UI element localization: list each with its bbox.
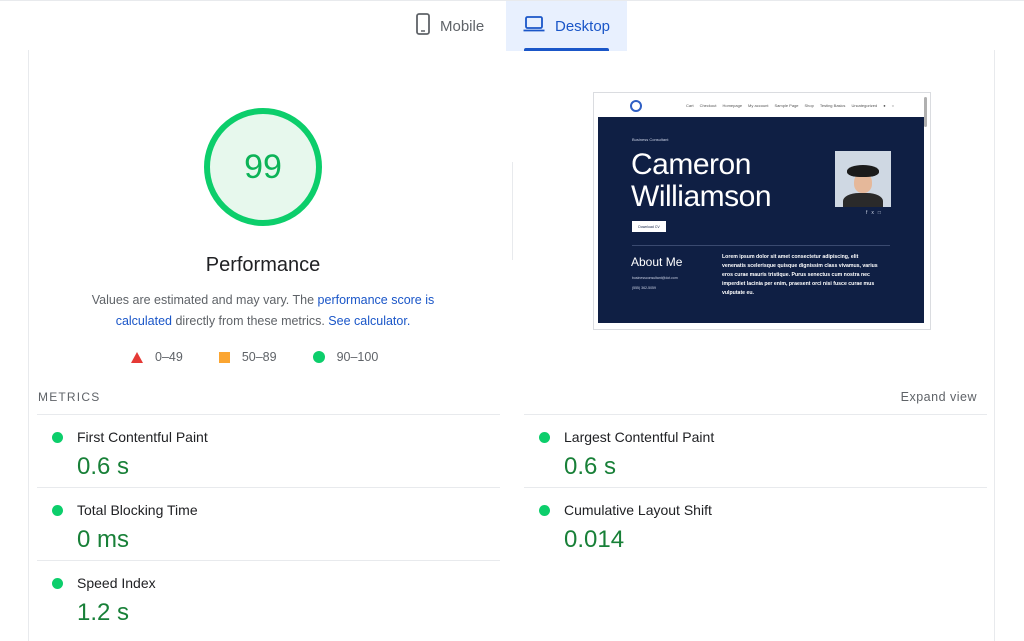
thumb-scrollbar bbox=[924, 97, 927, 127]
score-legend: 0–49 50–89 90–100 bbox=[131, 350, 378, 364]
thumb-portrait-face bbox=[854, 173, 872, 193]
green-circle-icon bbox=[52, 505, 63, 516]
metric-value: 0.6 s bbox=[564, 453, 617, 480]
instagram-icon: □ bbox=[877, 210, 881, 216]
red-triangle-icon bbox=[131, 351, 143, 363]
note-text-middle: directly from these metrics. bbox=[172, 314, 329, 328]
thumb-nav-item: Checkout bbox=[699, 103, 717, 108]
metric-value: 0 ms bbox=[77, 526, 130, 553]
thumb-subtitle: Business Consultant bbox=[632, 137, 669, 142]
performance-score-link[interactable]: performance score is calculated bbox=[115, 293, 435, 328]
thumb-social-icons: f x □ bbox=[866, 210, 881, 216]
laptop-icon bbox=[523, 16, 545, 36]
thumb-contact: businessconsultant@dot.com (555) 362-505… bbox=[632, 273, 678, 293]
legend-poor: 0–49 bbox=[131, 350, 183, 364]
legend-good-label: 90–100 bbox=[336, 350, 379, 364]
thumb-nav-item: Sample Page bbox=[774, 103, 799, 108]
report-panel: 99 Performance Values are estimated and … bbox=[28, 50, 995, 641]
thumb-nav-item: Shop bbox=[804, 103, 814, 108]
thumb-nav-item: Cart bbox=[686, 103, 694, 108]
metric-value: 0.6 s bbox=[77, 453, 130, 480]
green-circle-icon bbox=[539, 505, 550, 516]
metric-speed-index: Speed Index 1.2 s bbox=[37, 560, 500, 633]
metric-value: 0.014 bbox=[564, 526, 625, 553]
see-calculator-link[interactable]: See calculator. bbox=[328, 314, 411, 328]
legend-good: 90–100 bbox=[312, 350, 379, 364]
thumb-name: Cameron Williamson bbox=[631, 148, 772, 213]
metric-total-blocking-time: Total Blocking Time 0 ms bbox=[37, 487, 500, 560]
active-tab-indicator bbox=[524, 48, 609, 51]
thumb-about-title: About Me bbox=[631, 255, 683, 269]
device-tabs: Mobile Desktop bbox=[0, 0, 1024, 51]
thumb-logo-icon bbox=[630, 100, 642, 112]
expand-view-button[interactable]: Expand view bbox=[900, 390, 977, 404]
metric-label: Speed Index bbox=[77, 575, 156, 591]
metric-label: Total Blocking Time bbox=[77, 502, 198, 518]
metric-cumulative-layout-shift: Cumulative Layout Shift 0.014 bbox=[524, 487, 987, 560]
score-note: Values are estimated and may vary. The p… bbox=[73, 290, 453, 332]
performance-score: 99 bbox=[244, 147, 282, 186]
thumb-nav-item: Testing Basics bbox=[819, 103, 846, 108]
performance-gauge: 99 bbox=[202, 106, 324, 228]
thumb-email: businessconsultant@dot.com bbox=[632, 276, 678, 280]
thumb-search-icon: ○ bbox=[891, 103, 895, 108]
metric-label: Cumulative Layout Shift bbox=[564, 502, 712, 518]
thumb-portrait-photo bbox=[835, 151, 891, 207]
thumb-divider bbox=[632, 245, 890, 246]
green-circle-icon bbox=[52, 578, 63, 589]
x-icon: x bbox=[871, 210, 874, 216]
thumb-download-button: Download CV bbox=[632, 221, 666, 232]
mobile-phone-icon bbox=[416, 13, 430, 39]
thumb-portrait-body bbox=[843, 193, 883, 207]
performance-label: Performance bbox=[205, 254, 321, 276]
metric-value: 1.2 s bbox=[77, 599, 130, 626]
thumb-paragraph: Lorem ipsum dolor sit amet consectetur a… bbox=[722, 254, 878, 296]
green-circle-icon bbox=[52, 432, 63, 443]
orange-square-icon bbox=[218, 351, 230, 363]
metric-label: Largest Contentful Paint bbox=[564, 429, 715, 445]
vertical-divider bbox=[512, 162, 513, 260]
tab-mobile[interactable]: Mobile bbox=[408, 1, 506, 51]
thumb-cart-icon: ● bbox=[883, 103, 886, 108]
facebook-icon: f bbox=[866, 210, 868, 216]
metric-largest-contentful-paint: Largest Contentful Paint 0.6 s bbox=[524, 414, 987, 487]
thumb-nav-item: Uncategorized bbox=[851, 103, 878, 108]
tab-desktop-label: Desktop bbox=[555, 17, 611, 35]
thumb-nav-bar: Cart Checkout Homepage My account Sample… bbox=[594, 93, 930, 117]
thumb-name-line2: Williamson bbox=[631, 180, 772, 213]
metric-label: First Contentful Paint bbox=[77, 429, 208, 445]
tab-mobile-label: Mobile bbox=[440, 17, 485, 35]
thumb-portrait-hat bbox=[847, 165, 879, 177]
metric-first-contentful-paint: First Contentful Paint 0.6 s bbox=[37, 414, 500, 487]
tab-desktop[interactable]: Desktop bbox=[506, 1, 627, 51]
note-text-before: Values are estimated and may vary. The bbox=[91, 293, 318, 307]
legend-average-label: 50–89 bbox=[241, 350, 277, 364]
thumb-name-line1: Cameron bbox=[631, 148, 751, 181]
legend-poor-label: 0–49 bbox=[155, 350, 183, 364]
metrics-heading: METRICS bbox=[38, 390, 101, 404]
thumb-nav-item: Homepage bbox=[722, 103, 743, 108]
green-circle-icon bbox=[539, 432, 550, 443]
legend-average: 50–89 bbox=[218, 350, 277, 364]
thumb-nav-items: Cart Checkout Homepage My account Sample… bbox=[686, 103, 894, 108]
thumb-nav-item: My account bbox=[748, 103, 769, 108]
page-screenshot-thumbnail: Cart Checkout Homepage My account Sample… bbox=[593, 92, 931, 330]
green-circle-icon bbox=[312, 351, 325, 363]
thumb-phone: (555) 362-5059 bbox=[632, 286, 656, 290]
thumb-hero: Business Consultant Cameron Williamson D… bbox=[598, 117, 924, 323]
